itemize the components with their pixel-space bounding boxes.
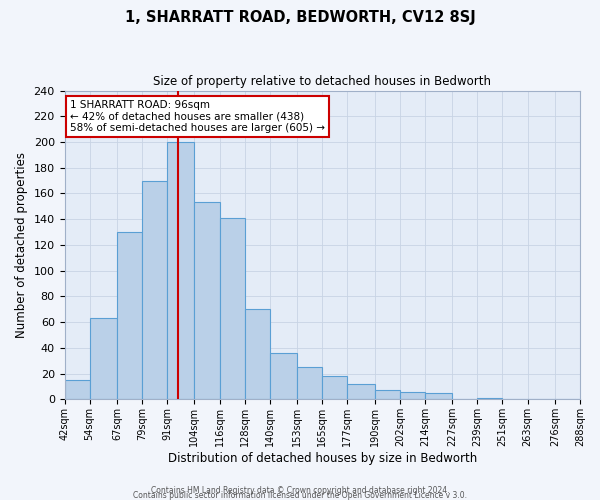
- Bar: [65, 380, 89, 400]
- Bar: [347, 384, 374, 400]
- Bar: [142, 180, 167, 400]
- Text: 1 SHARRATT ROAD: 96sqm
← 42% of detached houses are smaller (438)
58% of semi-de: 1 SHARRATT ROAD: 96sqm ← 42% of detached…: [70, 100, 325, 133]
- Bar: [322, 376, 347, 400]
- Bar: [194, 202, 220, 400]
- Title: Size of property relative to detached houses in Bedworth: Size of property relative to detached ho…: [153, 75, 491, 88]
- Bar: [89, 318, 117, 400]
- Text: 1, SHARRATT ROAD, BEDWORTH, CV12 8SJ: 1, SHARRATT ROAD, BEDWORTH, CV12 8SJ: [125, 10, 475, 25]
- Bar: [374, 390, 400, 400]
- Bar: [425, 393, 452, 400]
- Bar: [270, 353, 297, 400]
- Bar: [400, 392, 425, 400]
- Bar: [220, 218, 245, 400]
- Text: Contains HM Land Registry data © Crown copyright and database right 2024.: Contains HM Land Registry data © Crown c…: [151, 486, 449, 495]
- Bar: [478, 398, 502, 400]
- X-axis label: Distribution of detached houses by size in Bedworth: Distribution of detached houses by size …: [167, 452, 477, 465]
- Y-axis label: Number of detached properties: Number of detached properties: [15, 152, 28, 338]
- Bar: [167, 142, 194, 400]
- Bar: [245, 310, 270, 400]
- Bar: [117, 232, 142, 400]
- Bar: [297, 367, 322, 400]
- Text: Contains public sector information licensed under the Open Government Licence v : Contains public sector information licen…: [133, 491, 467, 500]
